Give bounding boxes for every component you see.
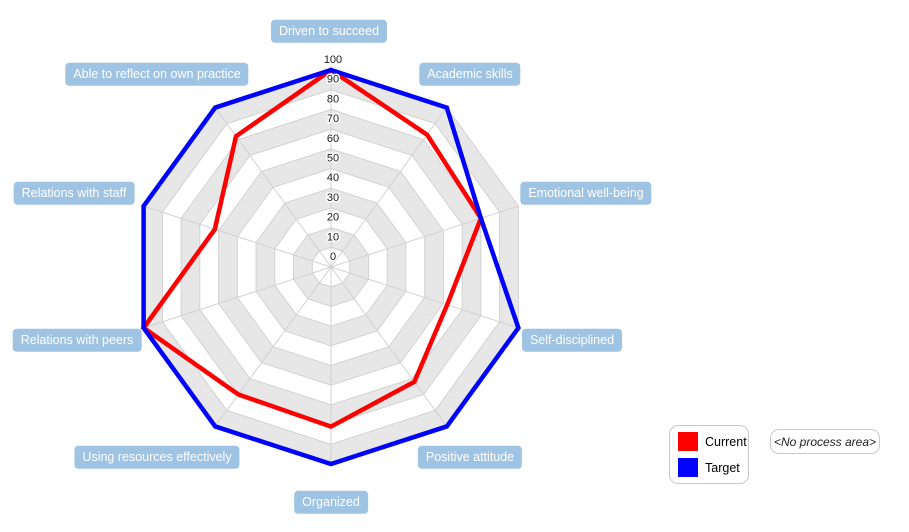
legend-row-target: Target — [678, 458, 740, 477]
grid-spoke — [143, 266, 332, 329]
axis-label-relations-with-staff[interactable]: Relations with staff — [13, 181, 135, 205]
series-target-polygon — [141, 67, 521, 467]
grid-spoke — [214, 266, 332, 427]
grid-spoke — [330, 266, 448, 427]
axis-label-emotional-well-being[interactable]: Emotional well-being — [520, 181, 652, 205]
current-series-swatch — [678, 432, 698, 451]
grid-spoke — [143, 205, 332, 268]
process-area-label: <No process area> — [773, 434, 877, 449]
radial-tick-70: 70 — [327, 113, 339, 125]
radial-tick-60: 60 — [327, 133, 339, 145]
current-series-label: Current — [705, 434, 747, 449]
axis-label-academic-skills[interactable]: Academic skills — [419, 62, 521, 86]
target-series-label: Target — [705, 460, 740, 475]
radial-tick-10: 10 — [327, 231, 339, 243]
radial-tick-80: 80 — [327, 93, 339, 105]
radial-tick-0: 0 — [330, 251, 336, 263]
radial-tick-50: 50 — [327, 153, 339, 165]
radial-tick-20: 20 — [327, 212, 339, 224]
legend: Current Target — [669, 425, 749, 484]
target-series-swatch — [678, 458, 698, 477]
axis-label-positive-attitude[interactable]: Positive attitude — [417, 445, 523, 469]
grid-spoke — [330, 266, 519, 329]
process-area-selector[interactable]: <No process area> — [770, 429, 880, 454]
grid-spoke — [214, 107, 332, 268]
axis-label-self-disciplined[interactable]: Self-disciplined — [521, 328, 623, 352]
axis-label-relations-with-peers[interactable]: Relations with peers — [12, 328, 142, 352]
axis-label-organized[interactable]: Organized — [294, 490, 368, 514]
radial-tick-90: 90 — [327, 74, 339, 86]
axis-label-driven-to-succeed[interactable]: Driven to succeed — [270, 19, 388, 43]
radial-tick-30: 30 — [327, 192, 339, 204]
axis-label-able-to-reflect[interactable]: Able to reflect on own practice — [65, 62, 249, 86]
axis-label-using-resources-effectively[interactable]: Using resources effectively — [74, 445, 240, 469]
grid-spoke — [330, 205, 519, 268]
radial-tick-40: 40 — [327, 172, 339, 184]
series-current-polygon — [140, 67, 484, 430]
legend-row-current: Current — [678, 432, 747, 451]
radial-tick-100: 100 — [324, 54, 342, 66]
